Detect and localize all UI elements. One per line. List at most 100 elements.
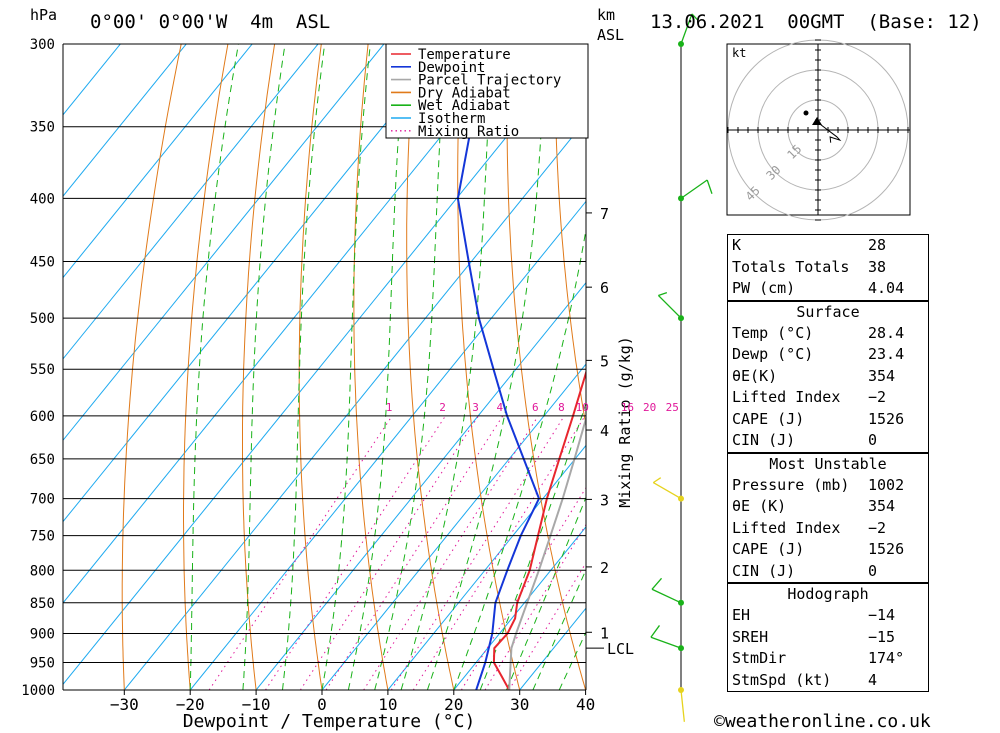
row-label: EH <box>732 606 751 624</box>
x-axis-title: Dewpoint / Temperature (°C) <box>183 711 476 732</box>
km-tick-label: 4 <box>600 422 609 440</box>
km-tick-label: 2 <box>600 559 609 577</box>
wind-barb-staff <box>680 689 685 722</box>
pressure-tick-label: 900 <box>30 626 55 642</box>
mixing-ratio-label: 4 <box>497 401 504 414</box>
row-label: CIN (J) <box>732 431 796 449</box>
pressure-tick-label: 350 <box>30 120 55 136</box>
legend-label: Temperature <box>418 47 511 63</box>
hodograph-block: EH −14 SREH −15 StmDir 174° StmSpd (kt) 4 <box>728 605 928 692</box>
dry-adiabat-line <box>298 44 323 690</box>
isotherm-line <box>387 444 586 690</box>
wind-barb-feather <box>651 577 663 590</box>
isotherm-line <box>63 44 187 197</box>
x-tick-label: −10 <box>242 695 271 714</box>
pressure-tick-label: 550 <box>30 362 55 378</box>
most-unstable-block: Pressure (mb) 1002 θE (K) 354 Lifted Index −2… <box>728 475 928 583</box>
row-label: Pressure (mb) <box>732 475 850 494</box>
wind-barb-staff <box>680 13 693 45</box>
table-row: CIN (J) 0 <box>728 561 928 583</box>
pressure-tick-label: 300 <box>30 37 55 53</box>
pressure-tick-label: 1000 <box>21 683 55 699</box>
legend-label: Dewpoint <box>418 60 485 76</box>
wind-barb <box>678 687 685 722</box>
row-label: Lifted Index <box>732 388 841 406</box>
dry-adiabat-line <box>242 44 276 690</box>
x-tick-label: −20 <box>176 695 205 714</box>
table-row: Pressure (mb) 1002 <box>728 475 928 497</box>
indices-table: K 28 Totals Totals 38 PW (cm) 4.04 Surface Te… <box>727 234 929 692</box>
mixing-ratio-label: 16 <box>621 401 634 414</box>
table-row: CIN (J) 0 <box>728 430 928 452</box>
wind-barb-staff <box>652 482 682 500</box>
mixing-ratio-label: 25 <box>666 401 679 414</box>
row-value: −2 <box>868 518 887 537</box>
wind-barb <box>650 625 684 652</box>
wet-adiabat-line <box>532 568 586 690</box>
wind-barb-feather <box>658 292 668 297</box>
wet-adiabat-line <box>321 44 371 690</box>
wind-barb-staff <box>680 179 708 199</box>
table-row: CAPE (J) 1526 <box>728 539 928 561</box>
mixing-ratio-line <box>363 415 539 690</box>
header-datetime: 13.06.2021 00GMT (Base: 12) <box>650 11 982 33</box>
pressure-tick-label: 800 <box>30 563 55 579</box>
x-tick-label: 0 <box>317 695 327 714</box>
pressure-tick-label: 400 <box>30 191 55 207</box>
table-row: SREH −15 <box>728 627 928 649</box>
x-tick-label: 40 <box>576 695 595 714</box>
wet-adiabat-line <box>400 44 493 690</box>
indices-block: K 28 Totals Totals 38 PW (cm) 4.04 <box>728 235 928 301</box>
km-tick-label: 1 <box>600 624 609 642</box>
km-tick-label: 6 <box>600 279 609 297</box>
row-value: 28.4 <box>868 323 905 342</box>
surface-block: Temp (°C) 28.4 Dewp (°C) 23.4 θE(K) 354 Lifted… <box>728 323 928 453</box>
table-row: K 28 <box>728 235 928 257</box>
most-unstable-title: Most Unstable <box>728 452 928 475</box>
row-label: Temp (°C) <box>732 323 814 342</box>
row-value: 174° <box>868 649 905 667</box>
wet-adiabat-line <box>506 496 586 690</box>
wind-barb-staff <box>657 295 682 319</box>
row-label: CIN (J) <box>732 561 796 580</box>
pressure-tick-label: 500 <box>30 311 55 327</box>
isotherm-line <box>63 44 253 279</box>
row-label: SREH <box>732 627 769 646</box>
dry-adiabat-line <box>925 26 1000 690</box>
pressure-tick-label: 700 <box>30 492 55 508</box>
dry-adiabat-line <box>506 44 586 690</box>
hodograph-point <box>803 110 809 116</box>
mixing-ratio-line <box>484 523 586 690</box>
row-value: 1526 <box>868 409 905 428</box>
wind-barb-feather <box>691 13 699 21</box>
row-label: StmSpd (kt) <box>732 670 832 689</box>
hodograph-unit-label: kt <box>732 46 746 60</box>
isotherm-line <box>63 44 385 442</box>
lcl-label: LCL <box>607 640 634 658</box>
pressure-tick-label: 950 <box>30 655 55 671</box>
row-label: θE(K) <box>732 366 778 385</box>
wind-barbs <box>650 13 713 722</box>
mixing-ratio-label: 20 <box>643 401 656 414</box>
isotherm-line <box>189 200 586 690</box>
legend-label: Wet Adiabat <box>418 98 511 114</box>
table-row: PW (cm) 4.04 <box>728 278 928 300</box>
row-value: 4.04 <box>868 279 905 297</box>
dry-adiabat-line <box>183 44 229 690</box>
dewpoint-curve <box>456 44 541 690</box>
dry-adiabat-line <box>972 26 1000 690</box>
row-value: 0 <box>868 561 878 580</box>
pressure-tick-label: 650 <box>30 452 55 468</box>
mixing-ratio-axis-title: Mixing Ratio (g/kg) <box>616 336 634 508</box>
row-label: StmDir <box>732 649 787 667</box>
x-tick-label: 20 <box>444 695 463 714</box>
row-value: −15 <box>868 627 896 646</box>
dry-adiabat-line <box>121 44 182 690</box>
pressure-tick-label: 850 <box>30 596 55 612</box>
x-tick-label: 10 <box>378 695 397 714</box>
header-km-label: km <box>597 6 616 24</box>
surface-title: Surface <box>728 300 928 323</box>
wind-barb <box>678 13 699 47</box>
